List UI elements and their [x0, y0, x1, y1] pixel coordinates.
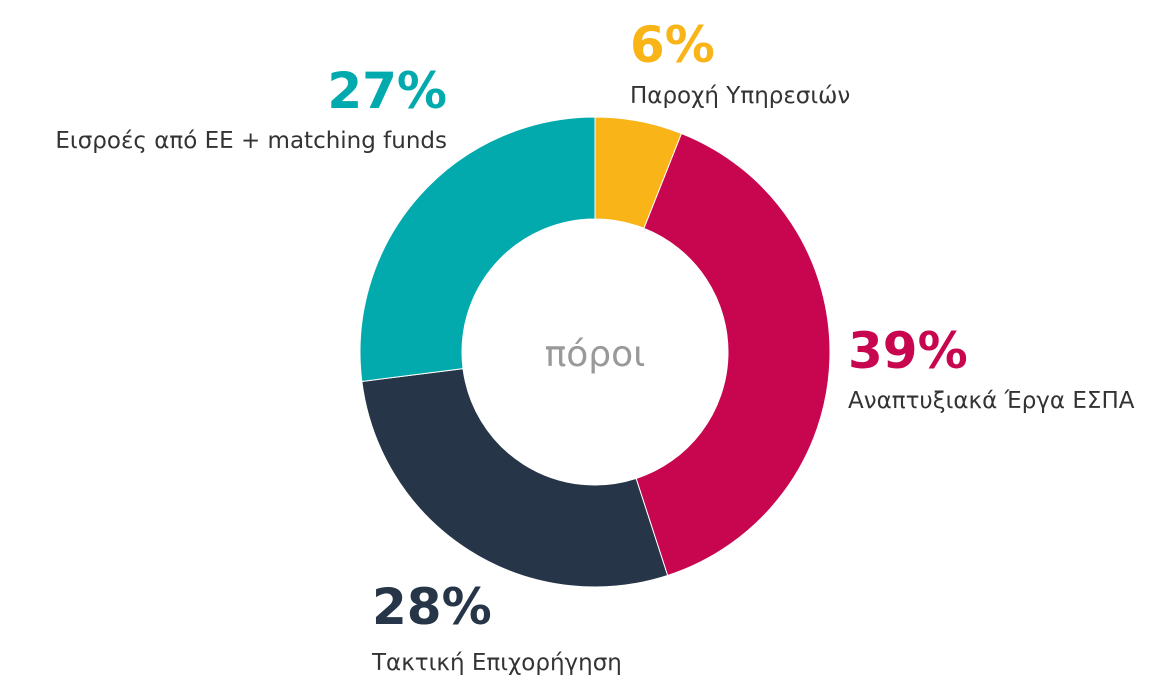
- category-label: Τακτική Επιχορήγηση: [371, 650, 622, 676]
- value-label: 27%: [327, 62, 447, 120]
- donut-slice: [361, 368, 669, 588]
- category-label: Αναπτυξιακά Έργα ΕΣΠΑ: [848, 388, 1135, 414]
- center-label: πόροι: [545, 334, 646, 375]
- donut-slice: [359, 116, 596, 383]
- category-label: Εισροές από ΕΕ + matching funds: [55, 128, 447, 154]
- category-label: Παροχή Υπηρεσιών: [630, 83, 850, 109]
- value-label: 28%: [372, 578, 492, 636]
- value-label: 6%: [630, 16, 715, 74]
- donut-slice: [635, 132, 831, 577]
- value-label: 39%: [848, 322, 968, 380]
